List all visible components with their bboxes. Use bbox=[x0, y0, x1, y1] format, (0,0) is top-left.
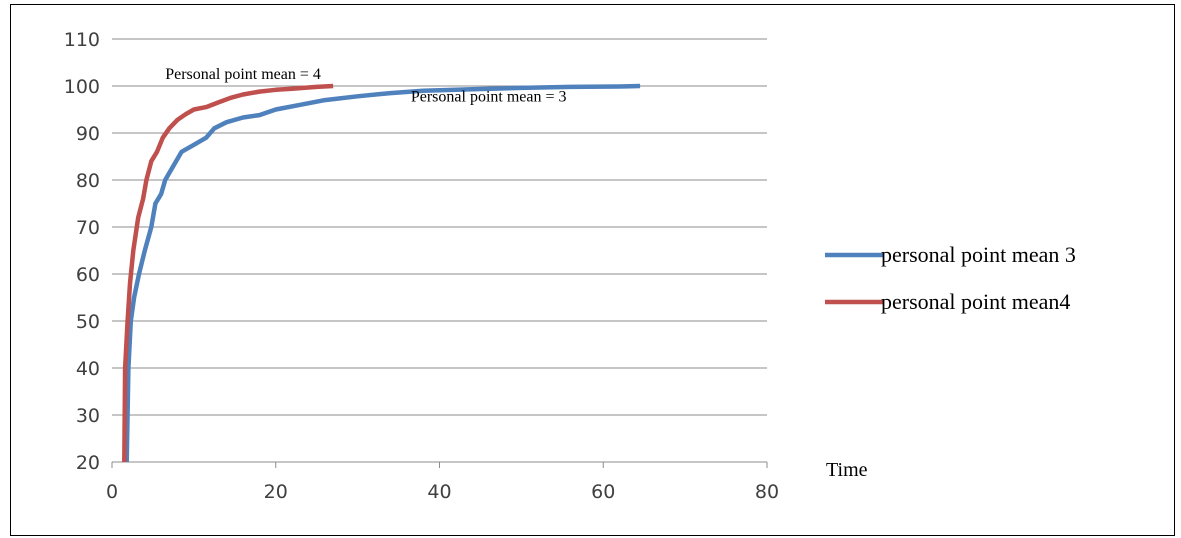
y-tick-label-40: 40 bbox=[76, 358, 100, 380]
series-lines bbox=[122, 83, 641, 463]
x-tick-label-20: 20 bbox=[264, 481, 288, 503]
y-tick-label-70: 70 bbox=[76, 217, 100, 239]
x-tick-label-80: 80 bbox=[755, 481, 779, 503]
y-tick-label-90: 90 bbox=[76, 123, 100, 145]
x-axis-label: Time bbox=[826, 459, 868, 481]
x-tick-label-60: 60 bbox=[591, 481, 615, 503]
y-tick-label-80: 80 bbox=[76, 170, 100, 192]
y-tick-label-110: 110 bbox=[64, 29, 100, 51]
gridlines bbox=[112, 38, 767, 416]
x-tick-label-0: 0 bbox=[106, 481, 118, 503]
annotations: Personal point mean = 4 Personal point me… bbox=[165, 66, 566, 106]
legend: personal point mean 3 personal point mea… bbox=[825, 242, 1076, 314]
y-tick-label-20: 20 bbox=[76, 452, 100, 474]
line-chart: 20 30 40 50 60 70 80 90 100 110 0 20 40 60 80 Persona… bbox=[64, 29, 1076, 503]
annotation-0: Personal point mean = 4 bbox=[165, 66, 321, 83]
series-line-1 bbox=[122, 83, 334, 463]
series-line-0 bbox=[124, 83, 641, 463]
y-tick-labels: 20 30 40 50 60 70 80 90 100 110 bbox=[64, 29, 100, 474]
x-tick-label-40: 40 bbox=[427, 481, 451, 503]
annotation-1: Personal point mean = 3 bbox=[411, 89, 567, 106]
x-tick-marks bbox=[111, 462, 768, 468]
y-tick-label-50: 50 bbox=[76, 311, 100, 333]
chart-frame: 20 30 40 50 60 70 80 90 100 110 0 20 40 60 80 Persona… bbox=[10, 4, 1175, 536]
legend-label-mean-3: personal point mean 3 bbox=[881, 242, 1076, 267]
y-tick-label-100: 100 bbox=[64, 76, 100, 98]
legend-label-mean-4: personal point mean4 bbox=[881, 289, 1070, 314]
x-tick-labels: 0 20 40 60 80 bbox=[106, 481, 779, 503]
y-tick-label-60: 60 bbox=[76, 264, 100, 286]
y-tick-label-30: 30 bbox=[76, 405, 100, 427]
